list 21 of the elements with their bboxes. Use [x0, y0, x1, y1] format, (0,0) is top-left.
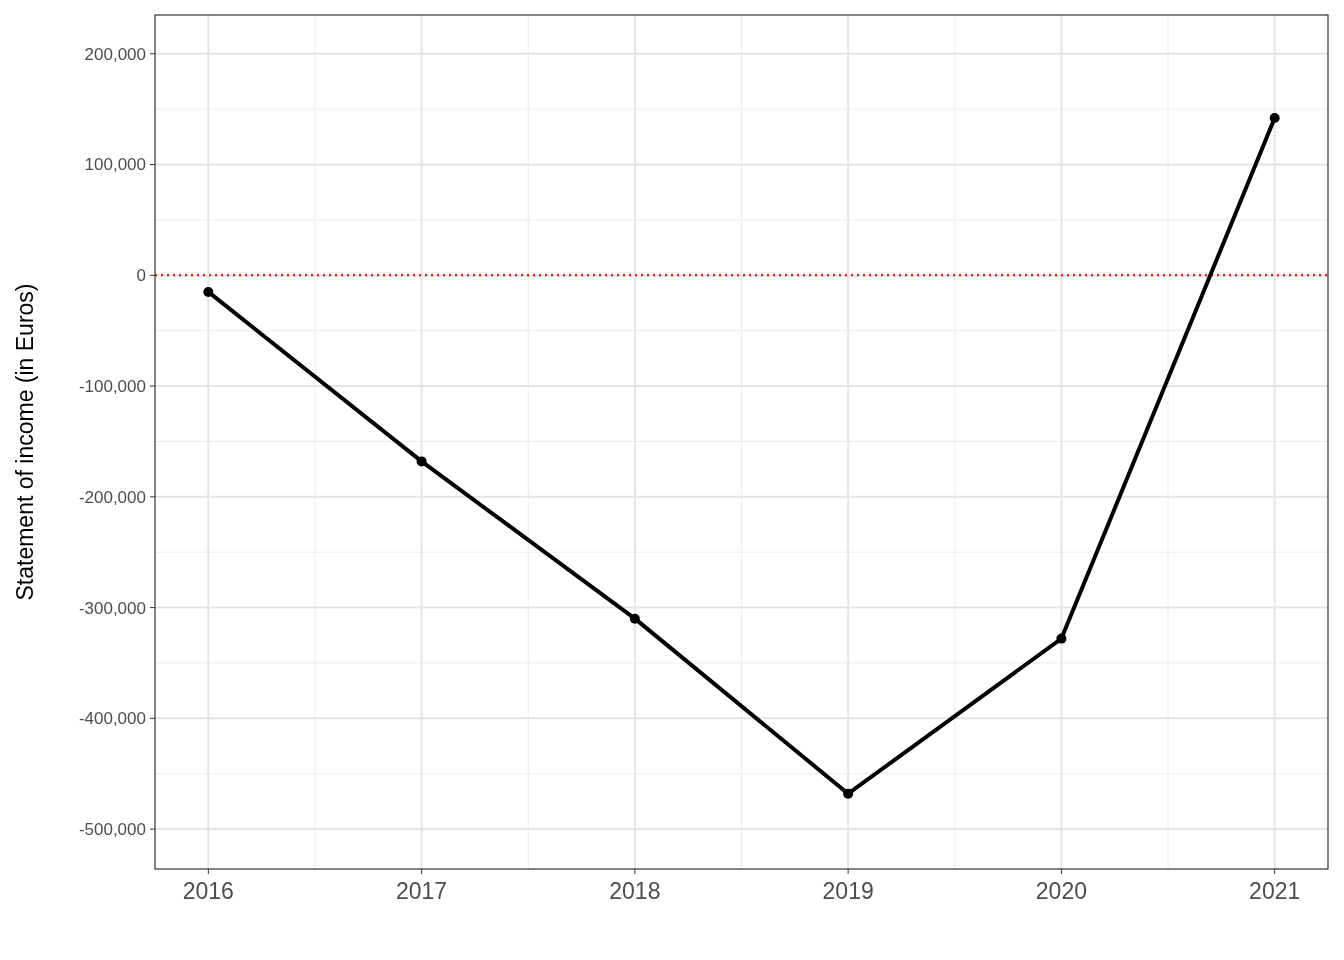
x-tick-label: 2019 — [822, 878, 874, 904]
x-tick-label: 2017 — [396, 878, 448, 904]
y-tick-label: -500,000 — [78, 820, 146, 840]
y-tick-label: -300,000 — [78, 598, 146, 618]
y-tick-label: -100,000 — [78, 377, 146, 397]
y-axis-title: Statement of income (in Euros) — [12, 283, 38, 601]
point — [1056, 633, 1067, 644]
y-tick-label: 200,000 — [84, 44, 146, 64]
point — [1269, 113, 1280, 124]
x-tick-label: 2018 — [609, 878, 661, 904]
y-tick-label: 100,000 — [84, 155, 146, 175]
x-tick-label: 2021 — [1249, 878, 1301, 904]
point — [629, 613, 640, 624]
x-tick-label: 2020 — [1035, 878, 1087, 904]
point — [416, 456, 427, 467]
point — [203, 286, 214, 297]
y-tick-label: -400,000 — [78, 709, 146, 729]
y-tick-label: -200,000 — [78, 487, 146, 507]
point — [843, 788, 854, 799]
y-tick-label: 0 — [136, 266, 146, 286]
x-tick-label: 2016 — [182, 878, 234, 904]
